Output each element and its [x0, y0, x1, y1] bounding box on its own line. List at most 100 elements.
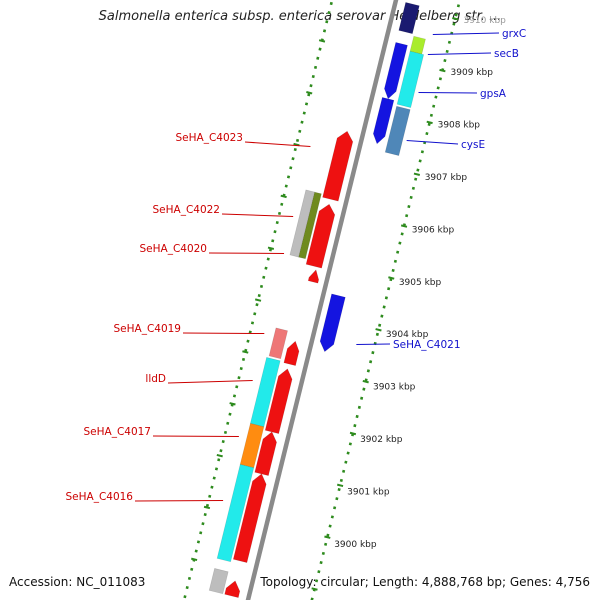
left-tick-track [219, 449, 223, 453]
right-tick-track [432, 104, 436, 108]
left-tick-track [304, 102, 309, 106]
left-tick-track [275, 220, 279, 225]
major-tick [254, 298, 262, 302]
right-tick-track [456, 4, 460, 8]
right-tick-track [369, 360, 373, 364]
gene-forward [305, 203, 336, 269]
left-tick-track [226, 421, 230, 425]
gene-reverse [384, 42, 408, 100]
gene-label: lldD [145, 373, 166, 385]
left-tick-track [246, 339, 250, 343]
left-tick-track [190, 567, 194, 571]
right-tick-track [362, 387, 366, 391]
left-tick-track [237, 376, 241, 380]
right-tick-track [337, 487, 341, 492]
right-tick-track [335, 497, 339, 501]
left-tick-track [235, 385, 239, 389]
left-tick-track [199, 531, 203, 535]
right-tick-track [375, 332, 379, 336]
left-tick-track [257, 293, 261, 298]
leader-line [432, 32, 500, 36]
right-tick-track [366, 369, 370, 373]
leader-line [167, 380, 253, 384]
major-tick [280, 194, 287, 199]
left-tick-track [307, 93, 311, 97]
right-tick-track [328, 524, 332, 528]
scale-label: 3910 kbp [463, 16, 506, 26]
right-tick-track [438, 77, 442, 81]
gene-label: SeHA_C4023 [175, 132, 243, 144]
right-tick-track [425, 132, 429, 136]
left-tick-track [255, 303, 259, 307]
scale-label: 3908 kbp [438, 121, 481, 131]
left-tick-track [318, 47, 322, 51]
feature-grey [289, 189, 315, 258]
major-tick [191, 557, 198, 562]
gene-label: cysE [461, 139, 485, 151]
left-tick-track [212, 476, 216, 480]
backbone-line [245, 0, 399, 600]
right-tick-track [357, 405, 361, 409]
left-tick-track [313, 65, 318, 69]
right-tick-track [330, 515, 334, 519]
major-tick [362, 379, 369, 384]
gene-forward [224, 580, 241, 598]
left-tick-track [228, 412, 232, 416]
major-tick [216, 453, 223, 458]
left-tick-track [183, 595, 187, 599]
left-tick-track [271, 239, 275, 243]
left-tick-track [284, 184, 288, 188]
feature-cyan [216, 464, 255, 563]
leader-line [221, 213, 294, 218]
major-tick [439, 68, 446, 73]
left-tick-track [280, 202, 284, 206]
accession-text: Accession: NC_011083 [9, 575, 146, 589]
right-tick-track [414, 177, 418, 181]
gene-reverse [398, 2, 420, 35]
right-tick-track [387, 287, 391, 291]
right-tick-track [420, 150, 424, 154]
topology-text: Topology: circular; Length: 4,888,768 bp… [260, 575, 590, 589]
right-tick-track [405, 214, 409, 218]
left-tick-track [221, 439, 225, 444]
gene-label: SeHA_C4017 [83, 426, 151, 438]
right-tick-track [452, 22, 456, 26]
left-tick-track [201, 522, 205, 526]
major-tick [388, 276, 395, 280]
right-tick-track [411, 186, 415, 190]
gene-label: SeHA_C4016 [65, 491, 133, 503]
label-leaders [134, 32, 500, 502]
leader-line [427, 52, 492, 56]
right-tick-track [333, 506, 337, 510]
gene-label: SeHA_C4022 [152, 204, 220, 216]
labels: 3910 kbp 3909 kbp 3908 kbp 3907 kbp 3906 kbp… [65, 16, 526, 550]
left-tick-track [277, 211, 282, 215]
left-tick-track [241, 357, 246, 362]
gene-forward [232, 473, 267, 563]
scale-label: 3904 kbp [386, 330, 429, 340]
scale-label: 3909 kbp [451, 68, 494, 78]
right-tick-track [342, 469, 346, 473]
scale-label: 3901 kbp [347, 487, 390, 497]
gene-label: gpsA [480, 88, 507, 100]
left-tick-track [185, 586, 189, 590]
leader-line [152, 435, 239, 438]
right-tick-track [416, 168, 420, 172]
left-tick-track [210, 485, 214, 489]
left-tick-track [300, 120, 304, 124]
major-tick [349, 431, 357, 436]
left-tick-track [266, 257, 270, 261]
left-tick-track [327, 11, 331, 15]
gene-label: SeHA_C4021 [393, 339, 461, 351]
right-tick-track [407, 205, 411, 209]
right-tick-track [391, 268, 395, 273]
left-tick-track [194, 549, 198, 553]
left-tick-track [311, 74, 315, 79]
right-tick-track [434, 95, 438, 99]
right-tick-track [355, 414, 359, 419]
left-tick-track [214, 467, 219, 471]
left-tick-track [291, 157, 295, 161]
gene-forward [322, 130, 354, 202]
major-tick [306, 91, 313, 95]
